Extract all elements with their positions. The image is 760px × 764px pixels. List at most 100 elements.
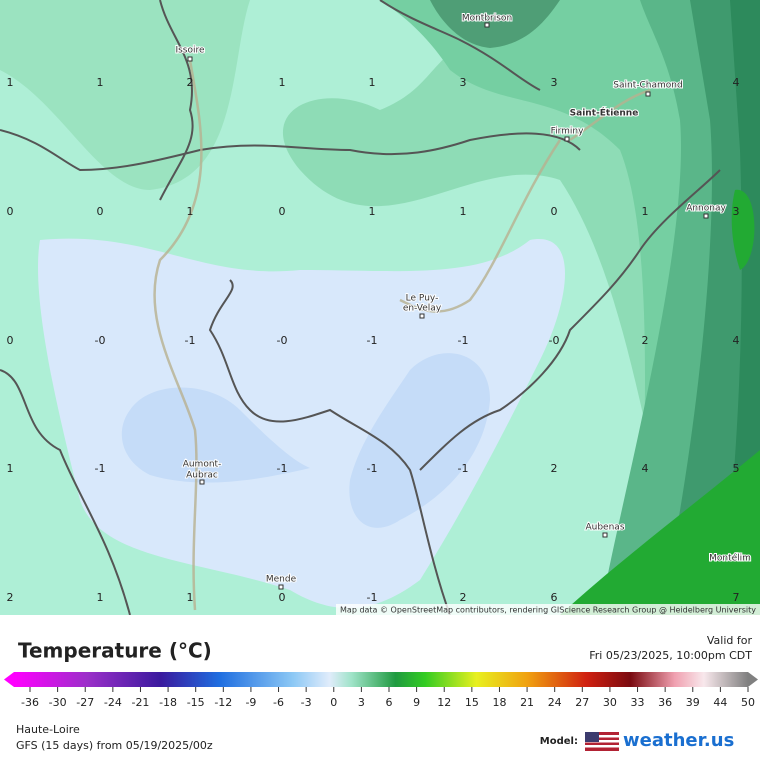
legend-tick-label: -6: [273, 696, 284, 709]
map: Map data © OpenStreetMap contributors, r…: [0, 0, 760, 616]
city-label: Le Puy-: [406, 294, 439, 304]
temp-label: -1: [185, 334, 196, 347]
temp-label: 0: [279, 591, 286, 604]
temp-label: -0: [95, 334, 106, 347]
city-dot: [419, 313, 425, 319]
temp-zone: [0, 0, 250, 190]
valid-label: Valid for: [707, 634, 753, 647]
road: [153, 59, 651, 611]
legend-tick-label: -21: [131, 696, 149, 709]
temp-label: 1: [7, 462, 14, 475]
temp-label: 0: [551, 205, 558, 218]
colorbar: [14, 672, 748, 687]
legend-tick-label: -9: [245, 696, 256, 709]
city-dot: [703, 213, 709, 219]
temp-zone: [0, 0, 760, 615]
city-dot: [645, 91, 651, 97]
region: Haute-Loire: [16, 723, 80, 736]
temp-label: 1: [7, 76, 14, 89]
city-label: Mende: [266, 575, 297, 585]
temp-label: 2: [187, 76, 194, 89]
temp-zone: [430, 0, 560, 48]
temp-label: 2: [642, 334, 649, 347]
temp-label: 7: [733, 591, 740, 604]
model-run: GFS (15 days) from 05/19/2025/00z: [16, 739, 213, 752]
temp-zone: [38, 238, 565, 609]
city-dot: [199, 479, 205, 485]
temp-label: -1: [367, 334, 378, 347]
temp-label: 0: [7, 334, 14, 347]
temp-zone: [349, 353, 490, 528]
legend-tick-label: 30: [603, 696, 617, 709]
legend-tick-label: 18: [492, 696, 506, 709]
temp-label: 1: [279, 76, 286, 89]
attribution-bg: [336, 604, 760, 615]
temp-label: -1: [95, 462, 106, 475]
temp-label: 6: [551, 591, 558, 604]
city-label: Aumont-: [183, 460, 222, 470]
temp-label: -0: [549, 334, 560, 347]
city-label: Montbrison: [462, 14, 512, 24]
legend-tick-label: 50: [741, 696, 755, 709]
colorbar-end: [4, 672, 14, 687]
legend-tick-label: 44: [713, 696, 727, 709]
temp-label: 1: [187, 205, 194, 218]
temp-label: -1: [367, 462, 378, 475]
city-label: Saint-Étienne: [570, 107, 639, 119]
temp-label: -1: [458, 462, 469, 475]
border: [0, 0, 721, 616]
model-label: Model:: [540, 736, 578, 747]
temp-label: 1: [642, 205, 649, 218]
temp-label: -1: [367, 591, 378, 604]
legend-tick-label: 39: [686, 696, 700, 709]
valid-time: Fri 05/23/2025, 10:00pm CDT: [589, 649, 752, 662]
legend-tick-label: -15: [187, 696, 205, 709]
city-label: Issoire: [175, 46, 205, 56]
legend-tick-label: 6: [386, 696, 393, 709]
legend-title: Temperature (°C): [18, 639, 212, 663]
temp-label: 1: [460, 205, 467, 218]
legend-tick-label: -27: [76, 696, 94, 709]
temp-label: 4: [733, 76, 740, 89]
temp-label: 0: [97, 205, 104, 218]
temp-label: -0: [277, 334, 288, 347]
temp-label: 5: [733, 462, 740, 475]
legend-tick-label: -3: [301, 696, 312, 709]
temp-label: 1: [187, 591, 194, 604]
city-label: Saint-Chamond: [613, 81, 682, 91]
legend-tick-label: -36: [21, 696, 39, 709]
temp-label: 3: [733, 205, 740, 218]
temp-label: 1: [97, 591, 104, 604]
temp-label: 4: [642, 462, 649, 475]
city-dot: [484, 22, 490, 28]
legend-tick-label: -30: [49, 696, 67, 709]
legend-tick-label: -12: [214, 696, 232, 709]
temp-label: 2: [7, 591, 14, 604]
temp-label: 0: [7, 205, 14, 218]
temp-label: 2: [551, 462, 558, 475]
city-dot: [564, 136, 570, 142]
temp-label: -1: [458, 334, 469, 347]
legend-tick-label: 24: [548, 696, 562, 709]
attribution: Map data © OpenStreetMap contributors, r…: [340, 606, 756, 615]
legend-tick-label: 21: [520, 696, 534, 709]
footer: [0, 615, 760, 760]
legend-tick-label: 33: [631, 696, 645, 709]
city-label: en-Velay: [403, 304, 442, 314]
temp-zone: [560, 189, 760, 616]
legend-tick-label: 12: [437, 696, 451, 709]
legend-tick-label: -24: [104, 696, 122, 709]
city-label: Annonay: [686, 204, 726, 214]
temp-zone: [121, 387, 310, 483]
legend-tick-label: -18: [159, 696, 177, 709]
temp-label: 1: [369, 205, 376, 218]
temp-label: 3: [551, 76, 558, 89]
legend-tick-label: 36: [658, 696, 672, 709]
city-dot: [602, 532, 608, 538]
city-label: Aubrac: [186, 471, 218, 481]
flag: [585, 732, 619, 751]
city-dot: [187, 56, 193, 62]
legend-tick-label: 0: [330, 696, 337, 709]
temp-label: -1: [277, 462, 288, 475]
